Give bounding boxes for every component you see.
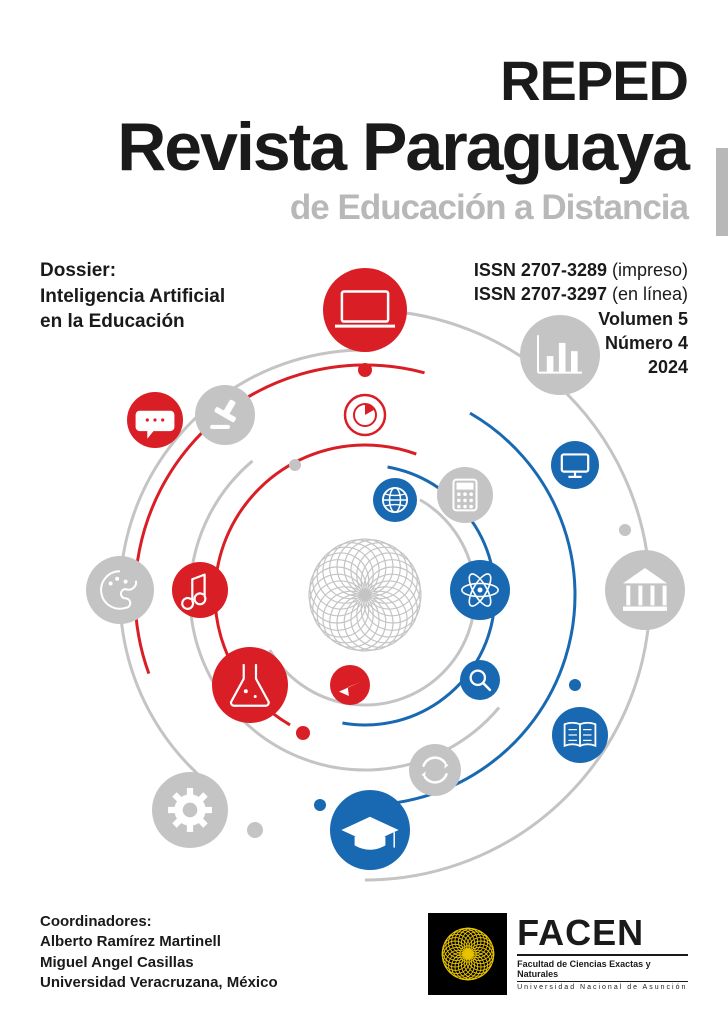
journal-acronym: REPED (500, 48, 688, 113)
facen-badge-icon (428, 913, 507, 995)
side-accent-bar (716, 148, 728, 236)
cover-diagram (25, 265, 705, 895)
journal-title: Revista Paraguaya (117, 108, 688, 186)
coordinators-label: Coordinadores: (40, 912, 278, 932)
facen-name: FACEN (517, 917, 688, 949)
facen-logo: FACEN Facultad de Ciencias Exactas y Nat… (428, 913, 688, 995)
facen-faculty: Facultad de Ciencias Exactas y Naturales (517, 954, 688, 979)
coordinator-2: Miguel Angel Casillas (40, 953, 278, 973)
coordinator-1: Alberto Ramírez Martinell (40, 932, 278, 952)
coordinator-affiliation: Universidad Veracruzana, México (40, 973, 278, 993)
journal-subtitle: de Educación a Distancia (290, 188, 688, 228)
facen-text: FACEN Facultad de Ciencias Exactas y Nat… (517, 917, 688, 990)
facen-university: Universidad Nacional de Asunción (517, 981, 688, 991)
coordinators-block: Coordinadores: Alberto Ramírez Martinell… (40, 912, 278, 993)
